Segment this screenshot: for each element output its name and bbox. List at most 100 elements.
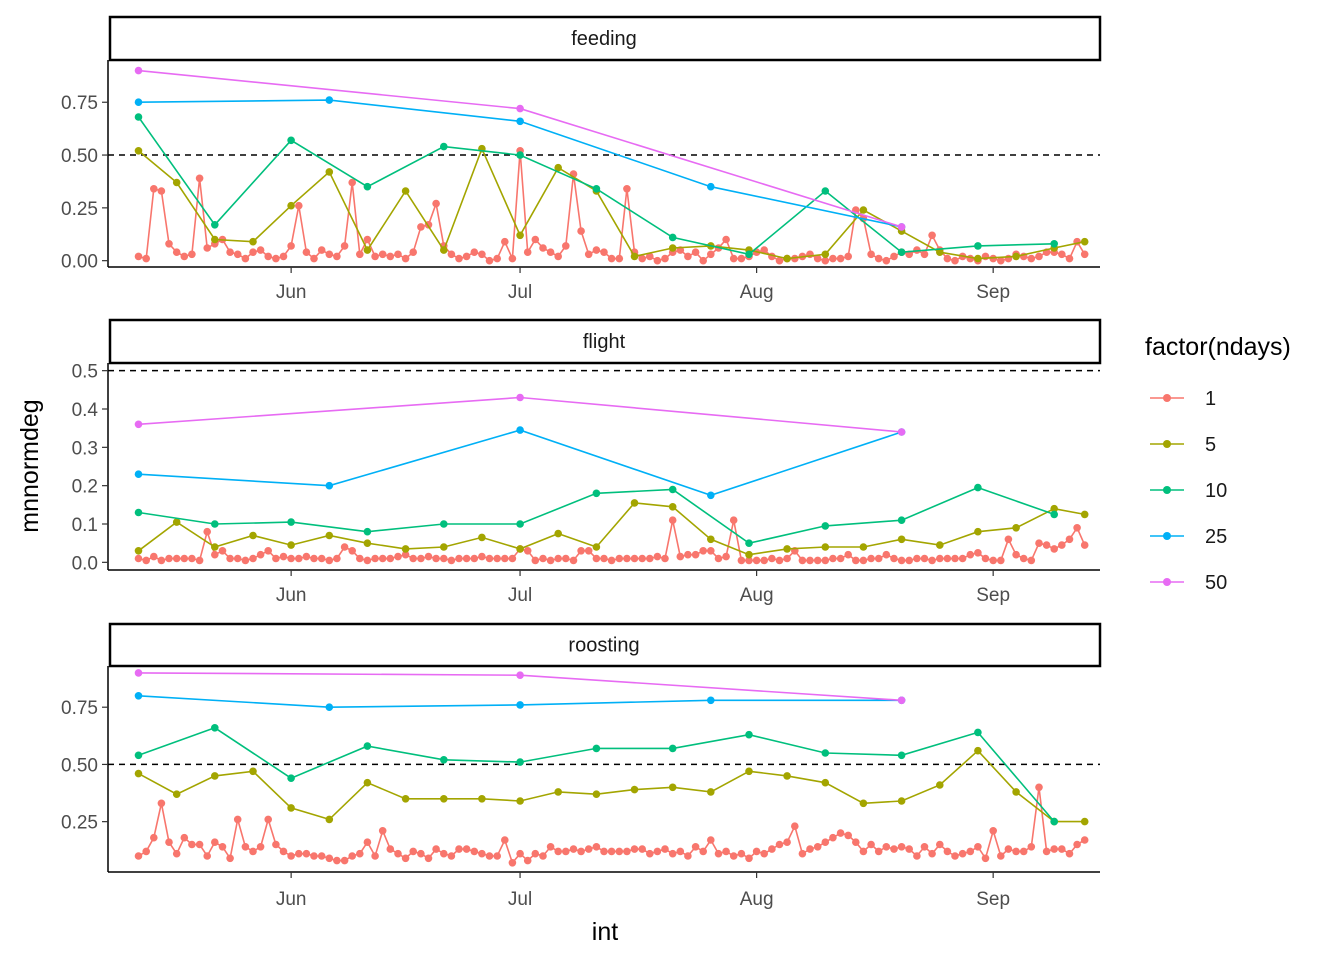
data-point: [836, 829, 845, 837]
data-point: [508, 859, 517, 867]
data-point: [890, 845, 898, 853]
data-point: [584, 250, 593, 259]
data-point: [997, 556, 1005, 565]
data-point: [775, 840, 784, 849]
data-point: [249, 847, 257, 856]
data-point: [554, 163, 562, 172]
data-point: [249, 767, 257, 776]
data-point: [844, 550, 852, 559]
data-point: [226, 854, 234, 863]
data-point: [516, 758, 524, 766]
data-point: [363, 182, 372, 191]
legend-key-point: [1163, 486, 1171, 494]
series-line: [138, 726, 1055, 823]
data-point: [478, 849, 486, 858]
data-point: [1050, 545, 1058, 553]
data-point: [966, 847, 975, 856]
data-point: [653, 552, 662, 561]
data-point: [592, 246, 601, 254]
data-point: [928, 556, 936, 565]
data-point: [989, 827, 997, 835]
data-point: [440, 520, 448, 528]
data-point: [523, 856, 532, 865]
series-line: [138, 429, 902, 497]
data-point: [134, 751, 143, 760]
data-point: [913, 852, 921, 860]
data-point: [134, 554, 143, 563]
series-ndays-25: [134, 426, 906, 500]
data-point: [562, 554, 570, 563]
data-point: [646, 554, 654, 563]
data-point: [272, 840, 280, 849]
data-point: [134, 66, 143, 75]
data-point: [722, 235, 730, 244]
data-point: [340, 543, 349, 551]
y-tick-label: 0.4: [72, 400, 99, 421]
data-point: [363, 778, 372, 787]
data-point: [1080, 541, 1089, 549]
data-point: [325, 815, 334, 824]
data-point: [958, 554, 967, 563]
data-point: [241, 556, 250, 565]
data-point: [165, 240, 173, 248]
data-point: [150, 552, 158, 561]
data-point: [653, 847, 662, 856]
data-point: [188, 554, 196, 563]
data-point: [897, 516, 906, 524]
data-point: [241, 254, 250, 263]
data-point: [317, 852, 326, 860]
data-point: [1012, 847, 1020, 856]
series-line: [138, 749, 1085, 823]
legend-entry-5: 5: [1150, 434, 1216, 456]
data-point: [592, 744, 601, 753]
legend-key-point: [1163, 440, 1171, 448]
data-point: [882, 843, 891, 851]
series-ndays-1: [134, 147, 1089, 265]
legend-key-point: [1163, 394, 1171, 402]
data-point: [592, 790, 601, 798]
data-point: [562, 847, 570, 856]
data-point: [729, 516, 738, 524]
data-point: [836, 254, 845, 263]
data-point: [974, 843, 982, 851]
data-point: [501, 237, 509, 246]
data-point: [859, 799, 868, 808]
data-point: [737, 849, 746, 858]
data-point: [958, 849, 967, 858]
data-point: [211, 520, 219, 528]
data-point: [623, 185, 631, 193]
data-point: [485, 554, 494, 563]
x-tick-label: Sep: [976, 889, 1010, 910]
x-tick-label: Sep: [976, 282, 1010, 303]
data-point: [791, 254, 799, 263]
data-point: [249, 248, 257, 256]
data-point: [386, 252, 395, 261]
data-point: [783, 838, 791, 846]
data-point: [348, 547, 357, 555]
data-point: [279, 552, 288, 561]
data-point: [401, 550, 410, 559]
data-point: [661, 554, 669, 563]
data-point: [440, 246, 448, 254]
data-point: [600, 248, 608, 256]
data-point: [203, 852, 211, 860]
x-axis-title: int: [592, 918, 618, 946]
data-point: [1012, 788, 1020, 796]
x-tick-label: Jun: [276, 282, 307, 303]
data-point: [714, 849, 723, 858]
data-point: [920, 554, 929, 563]
data-point: [1019, 554, 1028, 563]
data-point: [142, 556, 150, 565]
data-point: [936, 840, 944, 849]
data-point: [157, 556, 166, 565]
data-point: [1019, 847, 1028, 856]
data-point: [516, 545, 524, 553]
data-point: [806, 845, 814, 853]
data-point: [607, 254, 616, 263]
data-point: [737, 556, 746, 565]
data-point: [287, 804, 295, 812]
data-point: [287, 242, 295, 250]
data-point: [1080, 817, 1089, 826]
data-point: [485, 256, 494, 265]
data-point: [630, 785, 639, 794]
